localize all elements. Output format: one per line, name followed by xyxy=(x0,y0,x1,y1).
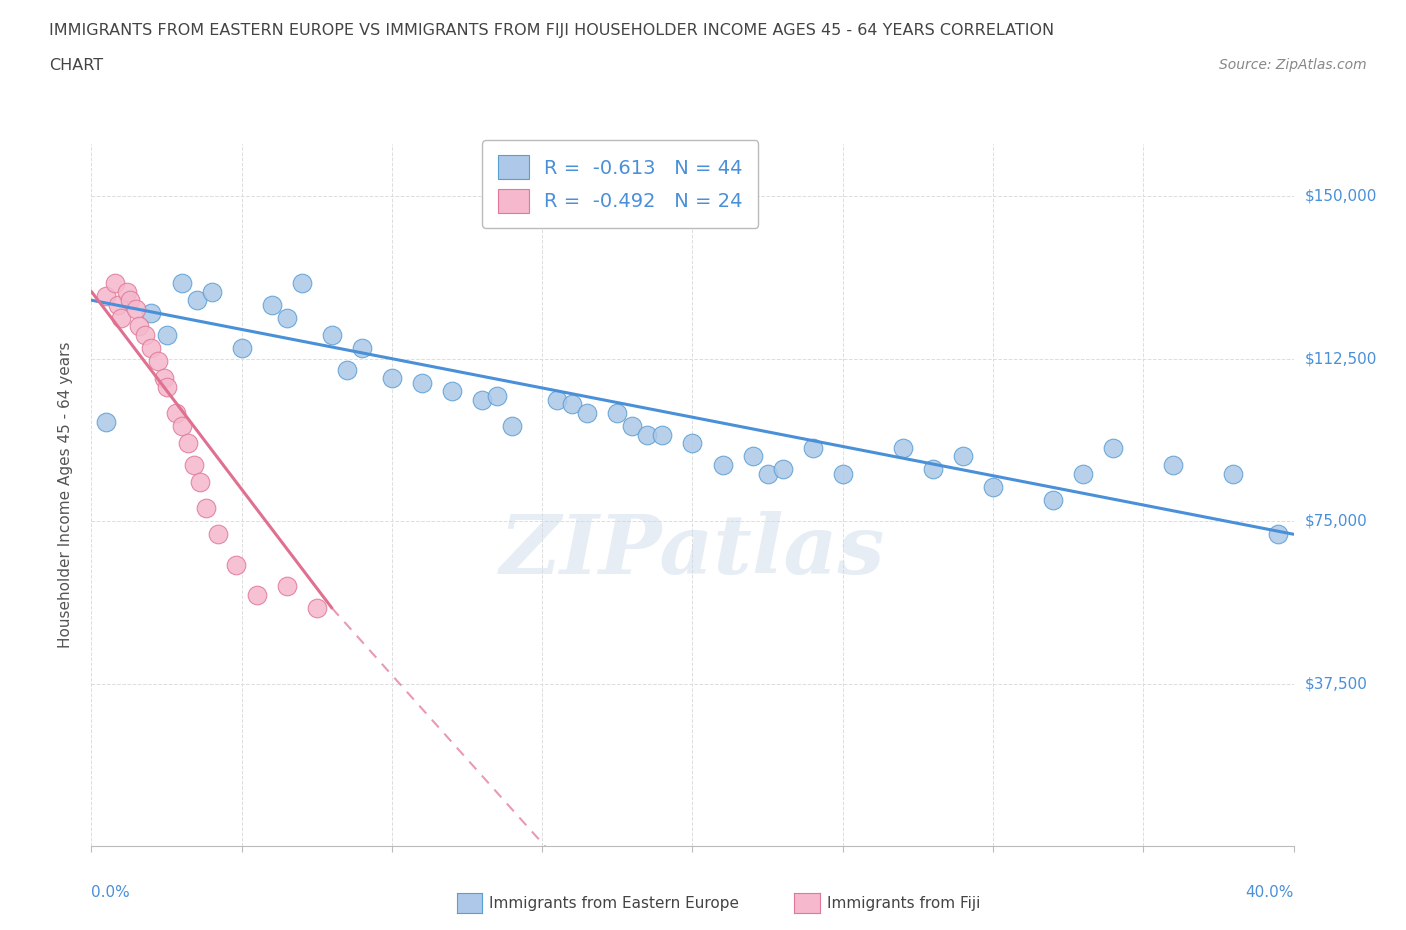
Point xyxy=(561,397,583,412)
Point xyxy=(606,405,628,420)
Point xyxy=(501,418,523,433)
Text: $75,000: $75,000 xyxy=(1305,513,1368,529)
Point xyxy=(772,462,794,477)
Point xyxy=(186,293,208,308)
Point xyxy=(336,362,359,377)
Point xyxy=(471,392,494,407)
Point xyxy=(291,275,314,290)
Point xyxy=(104,275,127,290)
Point xyxy=(246,588,269,603)
Point xyxy=(681,436,703,451)
Point xyxy=(546,392,568,407)
Point xyxy=(231,340,253,355)
Text: CHART: CHART xyxy=(49,58,103,73)
Point xyxy=(141,306,163,321)
Point xyxy=(922,462,945,477)
Point xyxy=(165,405,187,420)
Point xyxy=(155,327,177,342)
Point xyxy=(486,388,509,403)
Point xyxy=(305,601,328,616)
Point xyxy=(651,427,673,442)
Text: $150,000: $150,000 xyxy=(1305,189,1376,204)
Point xyxy=(321,327,343,342)
Point xyxy=(96,414,118,429)
Point xyxy=(188,475,211,490)
Point xyxy=(621,418,644,433)
Text: 40.0%: 40.0% xyxy=(1246,885,1294,900)
Point xyxy=(276,310,298,325)
Point xyxy=(1222,466,1244,481)
Point xyxy=(636,427,658,442)
Point xyxy=(152,371,174,386)
Point xyxy=(107,297,129,312)
Point xyxy=(96,288,118,303)
Point xyxy=(155,379,177,394)
Point xyxy=(260,297,283,312)
Point xyxy=(350,340,373,355)
Point xyxy=(741,449,763,464)
Point xyxy=(183,458,205,472)
Point xyxy=(1042,492,1064,507)
Point xyxy=(207,526,229,541)
Point xyxy=(120,293,142,308)
Point xyxy=(194,500,217,515)
Text: ZIPatlas: ZIPatlas xyxy=(499,512,886,591)
Point xyxy=(1267,526,1289,541)
Point xyxy=(117,284,139,299)
Text: Immigrants from Fiji: Immigrants from Fiji xyxy=(827,896,980,910)
Point xyxy=(981,479,1004,494)
Point xyxy=(1102,440,1125,455)
Text: 0.0%: 0.0% xyxy=(91,885,131,900)
Text: Immigrants from Eastern Europe: Immigrants from Eastern Europe xyxy=(489,896,740,910)
Point xyxy=(831,466,853,481)
Point xyxy=(411,375,433,390)
Text: $112,500: $112,500 xyxy=(1305,352,1376,366)
Point xyxy=(591,167,613,182)
Point xyxy=(141,340,163,355)
Point xyxy=(440,384,463,399)
Point xyxy=(176,436,198,451)
Point xyxy=(801,440,824,455)
Point xyxy=(276,578,298,593)
Point xyxy=(146,353,169,368)
Point xyxy=(711,458,734,472)
Point xyxy=(125,301,148,316)
Point xyxy=(1161,458,1184,472)
Point xyxy=(128,319,150,334)
Legend: R =  -0.613   N = 44, R =  -0.492   N = 24: R = -0.613 N = 44, R = -0.492 N = 24 xyxy=(482,140,758,228)
Point xyxy=(756,466,779,481)
Point xyxy=(110,310,132,325)
Point xyxy=(225,557,247,572)
Point xyxy=(170,275,193,290)
Text: $37,500: $37,500 xyxy=(1305,676,1368,691)
Text: Source: ZipAtlas.com: Source: ZipAtlas.com xyxy=(1219,58,1367,72)
Point xyxy=(891,440,914,455)
Point xyxy=(381,371,404,386)
Point xyxy=(134,327,156,342)
Point xyxy=(201,284,224,299)
Y-axis label: Householder Income Ages 45 - 64 years: Householder Income Ages 45 - 64 years xyxy=(58,342,73,648)
Point xyxy=(170,418,193,433)
Point xyxy=(1071,466,1094,481)
Point xyxy=(952,449,974,464)
Text: IMMIGRANTS FROM EASTERN EUROPE VS IMMIGRANTS FROM FIJI HOUSEHOLDER INCOME AGES 4: IMMIGRANTS FROM EASTERN EUROPE VS IMMIGR… xyxy=(49,23,1054,38)
Point xyxy=(576,405,599,420)
